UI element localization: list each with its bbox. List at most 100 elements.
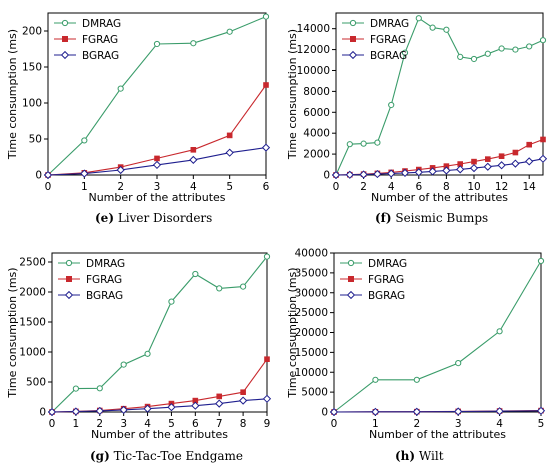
y-axis-label: Time consumption (ms) bbox=[6, 267, 19, 398]
legend: DMRAG FGRAG BGRAG bbox=[58, 258, 125, 302]
y-tick-label: 4000 bbox=[303, 128, 330, 140]
x-tick-label: 2 bbox=[360, 181, 367, 193]
data-point bbox=[47, 407, 57, 417]
data-point bbox=[190, 147, 197, 153]
data-point bbox=[372, 376, 379, 383]
data-point bbox=[261, 143, 271, 152]
data-point bbox=[144, 350, 151, 357]
data-point bbox=[498, 45, 505, 52]
series-dmrag bbox=[48, 253, 271, 416]
y-tick-label: 12000 bbox=[297, 44, 330, 56]
y-tick-label: 10000 bbox=[297, 65, 330, 77]
data-point bbox=[414, 168, 423, 177]
data-point bbox=[484, 50, 491, 57]
panel-caption: (e) Liver Disorders bbox=[95, 211, 212, 225]
x-tick-label: 4 bbox=[144, 418, 151, 430]
x-tick-label: 9 bbox=[264, 418, 271, 430]
legend-entry: DMRAG bbox=[368, 258, 407, 270]
y-tick-label: 5000 bbox=[301, 387, 328, 399]
data-point bbox=[498, 153, 505, 159]
data-point bbox=[345, 170, 354, 179]
data-point bbox=[263, 253, 271, 260]
chart-panel-3: 0 1 2 3 4 5 0 5000 10000 15000 20000 25000 30000 3500… bbox=[286, 248, 546, 463]
x-tick-label: 5 bbox=[226, 181, 233, 193]
data-point bbox=[152, 160, 162, 170]
y-axis-label: Time consumption (ms) bbox=[286, 267, 299, 398]
data-point bbox=[400, 168, 410, 178]
data-point bbox=[526, 141, 533, 148]
legend-entry: DMRAG bbox=[370, 18, 409, 30]
y-tick-label: 0 bbox=[39, 407, 46, 419]
x-tick-label: 2 bbox=[96, 418, 103, 430]
y-tick-label: 15000 bbox=[295, 347, 328, 359]
y-axis-label: Time consumption (ms) bbox=[286, 29, 299, 160]
series-line bbox=[333, 260, 542, 413]
data-point bbox=[469, 163, 479, 173]
data-point bbox=[538, 154, 548, 163]
caption-letter: (f) bbox=[375, 211, 392, 225]
legend-entry: BGRAG bbox=[82, 50, 119, 62]
legend-marker bbox=[66, 276, 72, 282]
data-point bbox=[374, 139, 381, 146]
data-point bbox=[72, 385, 79, 392]
data-point bbox=[215, 399, 224, 408]
data-point bbox=[191, 401, 200, 410]
x-axis-label: Number of the attributes bbox=[369, 428, 506, 441]
series-dmrag bbox=[44, 13, 270, 179]
data-point bbox=[117, 85, 124, 92]
data-point bbox=[167, 403, 176, 412]
y-tick-label: 1500 bbox=[19, 317, 46, 329]
y-tick-label: 6000 bbox=[303, 107, 330, 119]
x-tick-label: 1 bbox=[73, 418, 80, 430]
data-point bbox=[371, 407, 380, 416]
legend: DMRAG FGRAG BGRAG bbox=[342, 18, 409, 62]
legend-marker bbox=[348, 50, 358, 60]
y-tick-label: 40000 bbox=[295, 248, 328, 260]
x-tick-label: 4 bbox=[190, 181, 197, 193]
y-tick-label: 20000 bbox=[295, 327, 328, 339]
chart-panel-2: 0 1 2 3 4 5 6 7 8 9 0 500 1000 1500 2000 2500 Number of … bbox=[6, 252, 272, 463]
data-point bbox=[263, 82, 269, 88]
data-point bbox=[442, 166, 451, 175]
data-point bbox=[154, 155, 160, 162]
x-tick-label: 6 bbox=[192, 418, 199, 430]
x-tick-label: 7 bbox=[216, 418, 223, 430]
x-axis-label: Number of the attributes bbox=[371, 191, 508, 204]
data-point bbox=[428, 167, 437, 176]
legend-marker bbox=[349, 19, 357, 27]
legend-entry: FGRAG bbox=[82, 34, 118, 46]
data-point bbox=[80, 169, 89, 178]
data-point bbox=[454, 407, 463, 416]
data-point bbox=[495, 407, 504, 416]
legend-entry: FGRAG bbox=[86, 274, 122, 286]
y-tick-label: 2000 bbox=[303, 149, 330, 161]
y-tick-label: 30000 bbox=[295, 287, 328, 299]
x-tick-label: 5 bbox=[168, 418, 175, 430]
legend-entry: BGRAG bbox=[86, 290, 123, 302]
x-tick-label: 3 bbox=[154, 181, 161, 193]
data-point bbox=[346, 141, 353, 148]
y-tick-label: 1000 bbox=[19, 347, 46, 359]
data-point bbox=[496, 328, 503, 335]
x-tick-label: 0 bbox=[333, 181, 340, 193]
data-point bbox=[511, 159, 520, 168]
data-point bbox=[262, 13, 270, 20]
data-point bbox=[240, 283, 247, 290]
x-tick-label: 0 bbox=[45, 181, 52, 193]
data-point bbox=[539, 37, 547, 44]
x-tick-label: 5 bbox=[538, 418, 545, 430]
caption-text: Wilt bbox=[415, 449, 444, 463]
legend: DMRAG FGRAG BGRAG bbox=[54, 18, 121, 62]
data-point bbox=[168, 298, 175, 305]
caption-text: Seismic Bumps bbox=[392, 211, 489, 225]
series-bgrag bbox=[43, 143, 271, 180]
series-line bbox=[335, 158, 544, 176]
y-tick-label: 2500 bbox=[19, 257, 46, 269]
series-line bbox=[47, 16, 267, 176]
data-point bbox=[525, 157, 534, 166]
y-tick-label: 0 bbox=[323, 170, 330, 182]
data-point bbox=[119, 405, 128, 415]
data-point bbox=[81, 137, 88, 144]
series-line bbox=[51, 398, 268, 413]
